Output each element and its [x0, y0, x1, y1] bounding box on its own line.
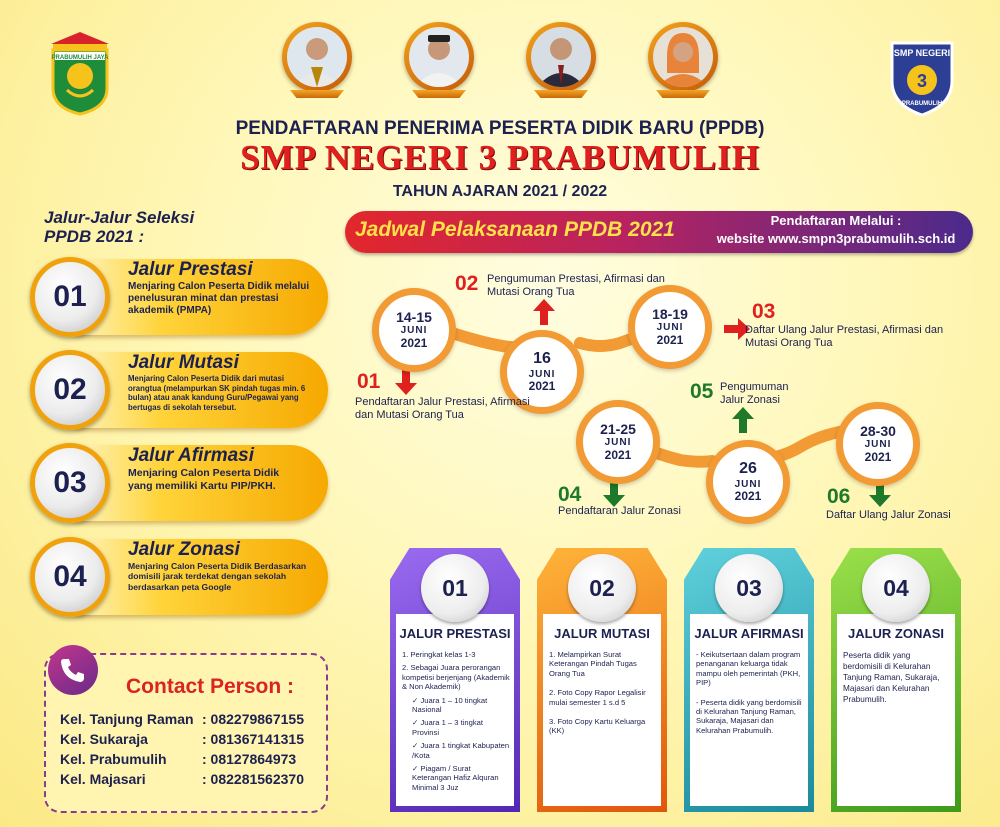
jalur-item-zonasi: 04 Jalur Zonasi Menjaring Calon Peserta … — [30, 533, 330, 621]
step-number: 05 — [690, 380, 714, 403]
official-portrait-3 — [526, 22, 596, 102]
date-circle: 14-15 JUNI 2021 — [372, 288, 456, 372]
arrow-down-icon — [395, 369, 417, 395]
official-portrait-4 — [648, 22, 718, 102]
step-label: Pengumuman Jalur Zonasi — [720, 381, 789, 406]
registration-website[interactable]: website www.smpn3prabumulih.sch.id — [716, 231, 956, 246]
date-circle: 28-30 JUNI 2021 — [836, 402, 920, 486]
card-jalur-zonasi: 04 JALUR ZONASI Peserta didik yang berdo… — [831, 548, 961, 812]
svg-text:PRABUMULIH JAYA: PRABUMULIH JAYA — [52, 55, 110, 61]
svg-text:PRABUMULIH: PRABUMULIH — [902, 101, 942, 107]
date-circle: 21-25 JUNI 2021 — [576, 400, 660, 484]
step-number: 04 — [558, 483, 582, 506]
card-jalur-afirmasi: 03 JALUR AFIRMASI - Keikutsertaan dalam … — [684, 548, 814, 812]
step-number: 06 — [827, 485, 851, 508]
card-jalur-mutasi: 02 JALUR MUTASI 1. Melampirkan Surat Ket… — [537, 548, 667, 812]
school-title: SMP NEGERI 3 PRABUMULIH — [240, 138, 760, 177]
card-jalur-prestasi: 01 JALUR PRESTASI 1. Peringkat kelas 1-3… — [390, 548, 520, 812]
step-number: 03 — [752, 300, 776, 323]
jalur-item-afirmasi: 03 Jalur Afirmasi Menjaring Calon Pesert… — [30, 439, 330, 527]
jalur-item-prestasi: 01 Jalur Prestasi Menjaring Calon Pesert… — [30, 253, 330, 341]
person-icon — [287, 27, 347, 87]
arrow-right-icon — [724, 318, 750, 340]
prabumulih-logo: PRABUMULIH JAYA — [45, 30, 115, 116]
jalur-item-mutasi: 02 Jalur Mutasi Menjaring Calon Peserta … — [30, 346, 330, 434]
step-label: Daftar Ulang Jalur Zonasi — [826, 509, 951, 521]
phone-icon — [48, 645, 98, 695]
jalur-heading: Jalur-Jalur Seleksi PPDB 2021 : — [44, 208, 195, 246]
svg-text:SMP NEGERI: SMP NEGERI — [894, 48, 950, 58]
registration-label: Pendaftaran Melalui : — [770, 213, 902, 228]
smpn3-logo: SMP NEGERI 3 PRABUMULIH — [882, 35, 962, 117]
step-label: Pengumuman Prestasi, Afirmasi dan Mutasi… — [487, 273, 665, 298]
person-icon — [531, 27, 591, 87]
arrow-up-icon — [533, 299, 555, 325]
step-label: Pendaftaran Jalur Zonasi — [558, 505, 681, 517]
step-number: 02 — [455, 272, 479, 295]
arrow-down-icon — [869, 481, 891, 507]
contact-title: Contact Person : — [126, 675, 295, 698]
step-number: 01 — [357, 370, 381, 393]
official-portrait-2 — [404, 22, 474, 102]
date-circle: 18-19 JUNI 2021 — [628, 285, 712, 369]
arrow-down-icon — [603, 481, 625, 507]
official-portrait-1 — [282, 22, 352, 102]
arrow-up-icon — [732, 407, 754, 433]
date-circle: 16 JUNI 2021 — [500, 330, 584, 414]
person-icon — [653, 27, 713, 87]
person-icon — [409, 27, 469, 87]
schedule-banner — [345, 211, 973, 253]
step-label: Daftar Ulang Jalur Prestasi, Afirmasi da… — [745, 324, 944, 349]
header-line-1: PENDAFTARAN PENERIMA PESERTA DIDIK BARU … — [235, 118, 765, 139]
date-circle: 26 JUNI 2021 — [706, 440, 790, 524]
schedule-title: Jadwal Pelaksanaan PPDB 2021 — [355, 218, 675, 241]
step-label: Pendaftaran Jalur Prestasi, Afirmasi dan… — [355, 396, 530, 421]
svg-text:3: 3 — [917, 71, 927, 91]
academic-year: TAHUN AJARAN 2021 / 2022 — [392, 183, 608, 200]
